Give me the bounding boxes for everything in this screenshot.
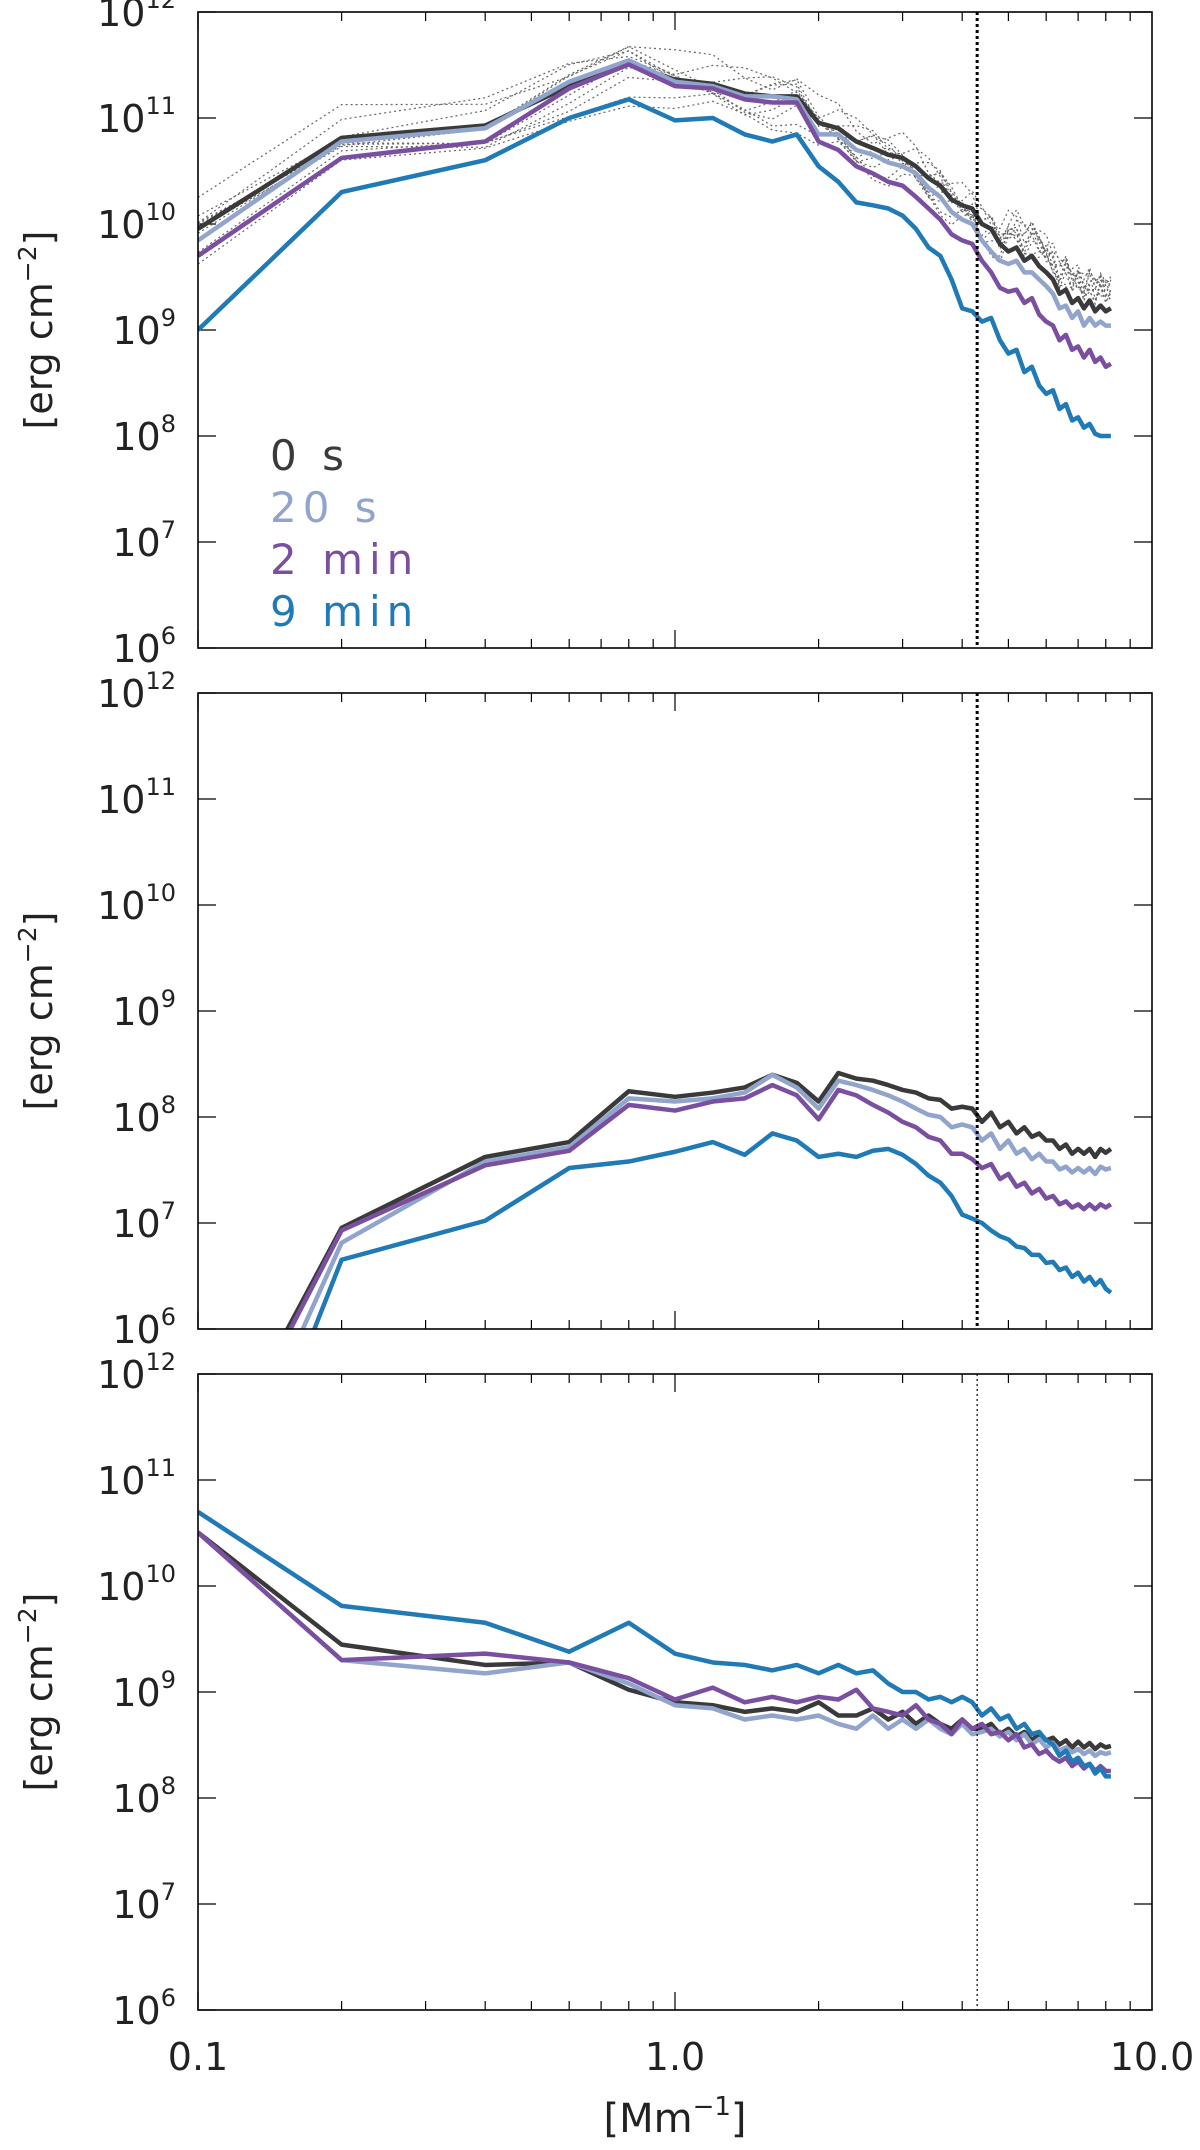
- y-tick-label: 108: [112, 1091, 176, 1140]
- ensemble-line: [198, 50, 1112, 297]
- ensemble-line: [198, 50, 1112, 305]
- series-line-9-min: [311, 1131, 1113, 1329]
- y-tick-label: 1012: [97, 1348, 176, 1397]
- y-tick-label: 106: [112, 622, 176, 671]
- y-tick-label: 106: [112, 1984, 176, 2033]
- ensemble-line: [198, 93, 1112, 303]
- x-axis-label: [Mm−1]: [603, 2092, 746, 2142]
- y-tick-label: 1011: [97, 92, 176, 141]
- legend-entry: 9 min: [270, 587, 419, 636]
- x-tick-label: 10.0: [1110, 2035, 1195, 2079]
- series-line-20-s: [300, 1072, 1112, 1329]
- x-tick-label: 0.1: [168, 2035, 228, 2079]
- y-tick-label: 109: [112, 1666, 176, 1715]
- legend-entry: 20 s: [270, 483, 383, 532]
- panel-top: 106 107 108 109 1010 1011 1012 [erg cm−2] 0 s20 …: [13, 0, 1153, 671]
- ensemble-line: [198, 59, 1112, 303]
- series-line-20-s: [198, 58, 1111, 328]
- y-tick-label: 107: [112, 516, 176, 565]
- y-tick-label: 109: [112, 985, 176, 1034]
- panel-middle: 106 107 108 109 1010 1011 1012 [erg cm−2]: [13, 667, 1153, 1352]
- ensemble-line: [198, 100, 1112, 306]
- ensemble-line: [198, 45, 1112, 304]
- y-axis-label: [erg cm−2]: [13, 912, 61, 1111]
- x-tick-label: 1.0: [645, 2035, 705, 2079]
- ensemble-line: [198, 66, 1112, 303]
- series-line-0-s: [284, 1070, 1113, 1329]
- legend-entry: 2 min: [270, 535, 419, 584]
- y-tick-label: 1012: [97, 667, 176, 716]
- y-tick-label: 1012: [97, 0, 176, 35]
- axes-frame: [197, 1373, 1153, 2011]
- plot-area: [284, 1070, 1113, 1329]
- y-tick-label: 1010: [97, 198, 176, 247]
- series-line-0-s: [198, 62, 1113, 314]
- axes-frame: [197, 692, 1153, 1330]
- series-line-2-min: [198, 62, 1113, 370]
- axes-frame: [197, 11, 1153, 649]
- y-tick-label: 1010: [97, 879, 176, 928]
- y-tick-label: 106: [112, 1303, 176, 1352]
- y-tick-label: 107: [112, 1197, 176, 1246]
- y-tick-label: 1010: [97, 1560, 176, 1609]
- y-axis-label: [erg cm−2]: [13, 231, 61, 430]
- y-tick-label: 108: [112, 1772, 176, 1821]
- ensemble-line: [198, 76, 1112, 298]
- ensemble-line: [198, 46, 1112, 295]
- y-tick-label: 1011: [97, 773, 176, 822]
- series-line-9-min: [198, 1510, 1111, 1779]
- series-line-2-min: [198, 1530, 1111, 1774]
- y-tick-label: 1011: [97, 1454, 176, 1503]
- y-tick-label: 107: [112, 1878, 176, 1927]
- legend-entry: 0 s: [270, 431, 350, 480]
- panel-bottom: 106 107 108 109 1010 1011 1012 [erg cm−2] 0.1 1.0…: [13, 1348, 1194, 2142]
- ensemble-line: [198, 55, 1112, 301]
- y-tick-label: 109: [112, 304, 176, 353]
- plot-area: [198, 45, 1113, 439]
- y-axis-label: [erg cm−2]: [13, 1593, 61, 1792]
- series-line-2-min: [287, 1082, 1113, 1329]
- series-line-9-min: [198, 97, 1111, 439]
- series-line-20-s: [198, 1530, 1112, 1759]
- plot-area: [198, 1510, 1112, 1779]
- y-tick-label: 108: [112, 410, 176, 459]
